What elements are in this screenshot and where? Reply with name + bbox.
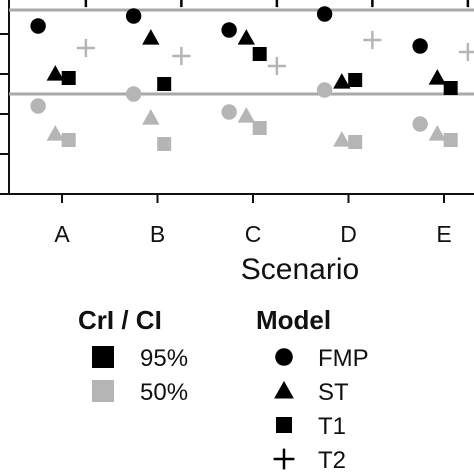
- point-fmp-95-d: [316, 6, 333, 22]
- legend-interval-entries: 95%50%: [92, 345, 188, 406]
- point-t2-50-c: [267, 56, 286, 76]
- point-st-50-e: [428, 125, 446, 141]
- legend-model: Model FMP ST T1 T2: [256, 305, 369, 474]
- point-t2-95-d: [371, 0, 374, 8]
- point-t2-95-e: [466, 0, 470, 8]
- x-axis-title: Scenario: [241, 253, 359, 286]
- point-fmp-95-b: [125, 8, 142, 24]
- point-st-95-c: [237, 29, 255, 45]
- x-tick-label: B: [150, 221, 165, 247]
- legend-model-plus-icon: [273, 448, 295, 470]
- point-fmp-50-d: [316, 82, 333, 98]
- point-t1-95-e: [443, 81, 458, 95]
- legend-interval: CrI / CI 95%50%: [78, 305, 188, 406]
- point-t1-50-c: [252, 121, 267, 135]
- legend-interval-swatch: [92, 346, 114, 368]
- point-t2-95-c: [275, 0, 279, 8]
- legend-interval-title: CrI / CI: [78, 305, 162, 335]
- legend-model-entries: FMP ST T1 T2: [273, 345, 369, 474]
- legend-model-title: Model: [256, 305, 331, 335]
- point-st-50-d: [333, 131, 351, 147]
- reference-lines: [9, 8, 474, 96]
- point-st-95-a: [46, 65, 64, 81]
- point-fmp-95-e: [412, 38, 428, 54]
- x-tick-labels: A B C D E: [54, 221, 451, 247]
- point-t2-95-b: [180, 0, 183, 8]
- point-t2-50-b: [172, 46, 191, 66]
- point-t1-50-e: [443, 133, 458, 147]
- point-t1-95-a: [61, 71, 76, 85]
- legend-model-label: T1: [318, 413, 346, 440]
- point-st-95-e: [428, 69, 446, 85]
- point-t1-50-d: [348, 135, 363, 149]
- point-fmp-50-c: [221, 104, 237, 120]
- legend-model-label: T2: [318, 447, 346, 474]
- point-fmp-50-e: [412, 116, 428, 132]
- legend-interval-swatch: [92, 380, 114, 402]
- legend-model-square-icon: [276, 417, 292, 433]
- plot-panel: [8, 0, 474, 195]
- legend-model-circle-icon: [275, 348, 293, 366]
- legend-interval-label: 95%: [140, 345, 188, 372]
- point-st-95-b: [142, 29, 160, 45]
- point-t1-95-c: [252, 47, 267, 61]
- plot-border: [8, 0, 474, 195]
- point-fmp-95-c: [221, 22, 237, 38]
- point-t1-95-d: [348, 73, 363, 87]
- point-fmp-50-b: [125, 86, 142, 102]
- point-t2-50-e: [458, 42, 474, 62]
- legend-model-label: FMP: [318, 345, 369, 372]
- point-t1-50-a: [61, 133, 76, 147]
- point-t1-50-b: [157, 137, 172, 151]
- legend-interval-label: 50%: [140, 379, 188, 406]
- legend-model-triangle-icon: [274, 380, 294, 399]
- point-st-95-d: [333, 73, 351, 89]
- point-t1-95-b: [157, 77, 172, 91]
- axes: [0, 33, 445, 203]
- point-t2-95-a: [84, 0, 88, 8]
- data-marks: [30, 0, 474, 151]
- point-fmp-50-a: [30, 98, 46, 114]
- point-t2-50-a: [76, 38, 95, 58]
- legend-model-label: ST: [318, 379, 349, 406]
- point-st-50-c: [237, 107, 255, 123]
- x-tick-label: D: [340, 221, 357, 247]
- x-tick-label: E: [436, 221, 451, 247]
- point-st-50-a: [46, 125, 64, 141]
- point-fmp-95-a: [30, 18, 46, 34]
- x-tick-label: A: [54, 221, 70, 247]
- point-st-50-b: [142, 109, 160, 125]
- point-t2-50-d: [363, 30, 382, 50]
- x-tick-label: C: [245, 221, 262, 247]
